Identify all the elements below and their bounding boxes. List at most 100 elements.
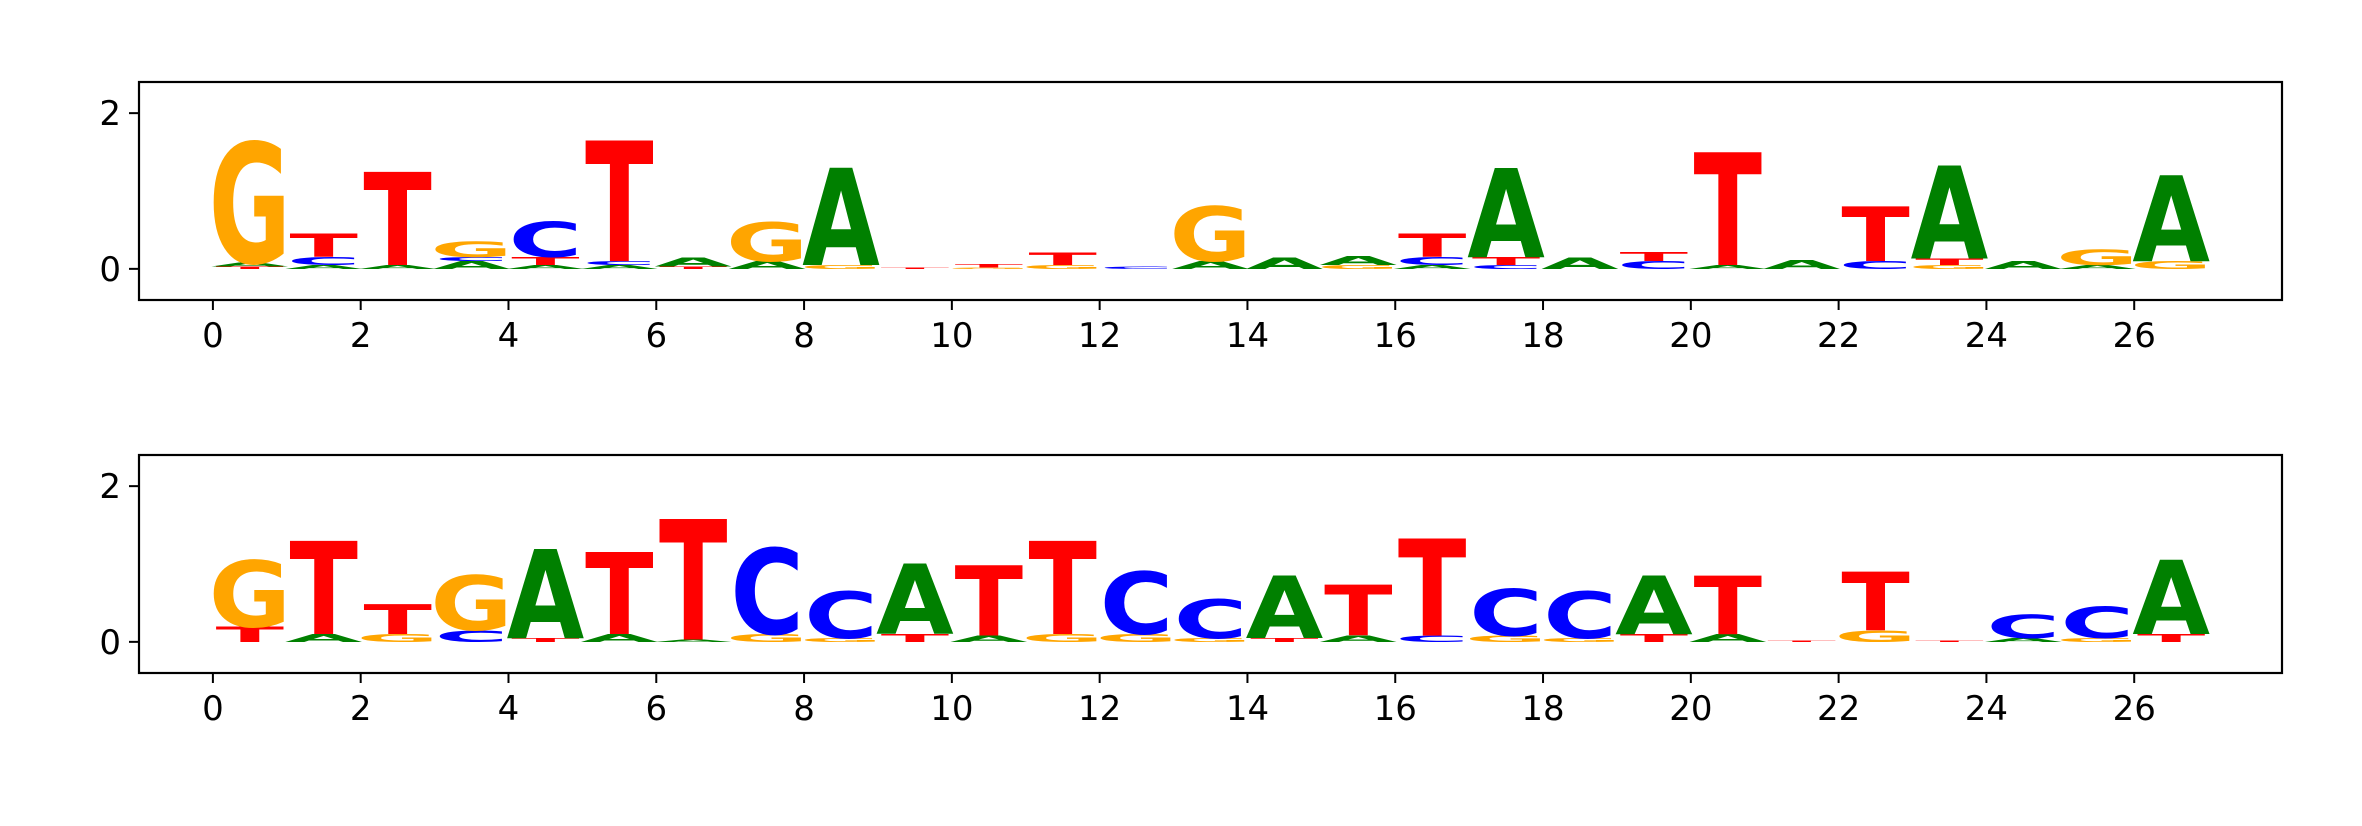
logo-letter-T: T [363,147,431,296]
x-tick-label: 0 [202,689,224,729]
logo-letter-T: T [216,266,284,270]
x-tick-label: 20 [1669,689,1712,729]
logo-letter-A: A [1541,254,1619,273]
logo-letter-T: T [1694,121,1762,301]
x-tick-label: 0 [202,316,224,356]
logo-letter-G: G [356,632,438,644]
logo-letter-C: C [1839,259,1913,271]
logo-letter-G: G [1465,634,1547,644]
logo-letter-T: T [1620,632,1689,644]
logo-letter-A: A [2058,264,2136,270]
logo-letter-T: T [955,548,1023,659]
y-tick-label: 0 [99,250,121,290]
logo-letter-T: T [585,109,653,301]
logo-letter-T: T [1841,192,1909,279]
x-tick-label: 4 [498,689,520,729]
logo-letter-A: A [1911,141,1989,290]
x-tick-label: 8 [793,689,815,729]
logo-letter-C: C [1469,576,1543,651]
logo-letter-G: G [1539,637,1621,643]
x-tick-label: 4 [498,316,520,356]
logo-letter-T: T [1841,557,1910,650]
x-tick-label: 12 [1078,316,1121,356]
logo-letter-A: A [507,525,585,667]
logo-letter-G: G [1169,192,1251,279]
logo-letter-T: T [881,632,950,644]
logo-letter-T: T [1767,640,1835,642]
logo-letter-T: T [1620,249,1689,264]
logo-letter-A: A [1172,259,1250,271]
logo-letter-T: T [1028,516,1096,665]
x-tick-label: 26 [2113,316,2156,356]
logo-letter-A: A [1319,634,1397,644]
logo-letter-A: A [876,546,954,657]
logo-letter-T: T [1915,257,1984,267]
x-tick-label: 24 [1965,689,2008,729]
logo-letter-G: G [948,267,1030,269]
logo-letter-A: A [581,632,659,644]
x-tick-label: 22 [1817,316,1860,356]
logo-letter-A: A [285,632,363,644]
logo-letter-A: A [285,264,363,270]
y-tick-label: 0 [99,623,121,663]
logo-letter-T: T [1694,561,1763,654]
logo-letter-T: T [585,531,653,662]
logo-letter-A: A [1763,257,1841,272]
y-tick-label: 2 [99,94,121,134]
logo-letter-G: G [2056,637,2138,643]
logo-letter-T: T [1324,572,1393,652]
logo-letter-A: A [507,264,585,270]
x-tick-label: 6 [645,689,667,729]
logo-letter-C: C [730,525,804,662]
logo-letter-A: A [1393,264,1471,270]
logo-letter-C: C [1987,608,2061,645]
logo-letter-A: A [581,264,659,270]
logo-letter-T: T [659,487,727,679]
logo-letter-T: T [1398,228,1467,265]
logo-letter-T: T [2137,632,2206,644]
logo-letter-A: A [2132,152,2210,289]
logo-letter-C: C [435,256,509,262]
x-tick-label: 10 [930,689,973,729]
logo-letter-G: G [726,211,808,273]
logo-letter-T: T [216,622,285,647]
logo-letter-A: A [2132,540,2210,659]
x-tick-label: 18 [1521,689,1564,729]
logo-letter-A: A [950,634,1028,644]
x-tick-label: 12 [1078,689,1121,729]
logo-letter-T: T [1250,637,1319,643]
logo-letter-T: T [659,266,727,270]
logo-letter-T: T [290,228,359,265]
x-tick-label: 22 [1817,689,1860,729]
logo-letter-A: A [1246,559,1324,658]
logo-letter-A: A [1689,264,1767,270]
logo-letter-A: A [359,264,437,270]
logo-letter-C: C [1617,259,1691,271]
logo-letter-G: G [2056,246,2138,271]
x-tick-label: 18 [1521,316,1564,356]
logo-letter-C: C [1543,579,1617,654]
logo-letter-A: A [654,639,732,643]
logo-letter-A: A [1615,561,1693,654]
logo-letter-G: G [2130,259,2212,271]
logo-letter-C: C [1174,588,1248,650]
logo-letter-C: C [509,213,583,269]
logo-letter-C: C [1395,255,1469,267]
x-tick-label: 14 [1226,689,1269,729]
logo-letter-G: G [1169,637,1251,643]
axes-frame [137,80,2284,302]
logo-letter-T: T [363,597,431,644]
logo-letter-C: C [1469,264,1543,270]
logo-letter-G: G [1095,632,1177,644]
logo-letter-A: A [654,255,732,270]
logo-letter-C: C [1100,266,1174,270]
logo-letter-A: A [211,262,289,268]
logo-letter-G: G [1022,632,1104,644]
y-tick-label: 2 [99,467,121,507]
logo-letter-G: G [430,238,512,263]
